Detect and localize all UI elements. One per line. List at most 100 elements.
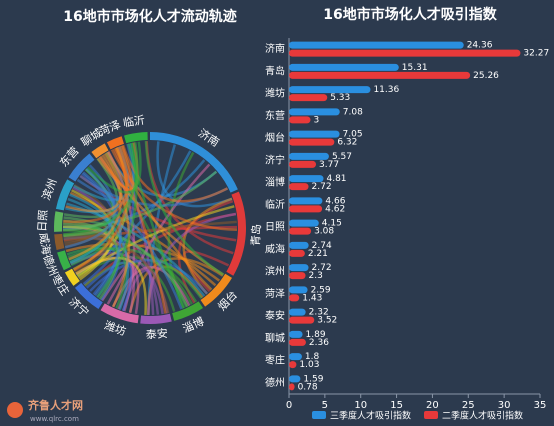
legend-swatch — [424, 411, 438, 419]
chord-arc — [57, 250, 71, 271]
y-tick-label: 德州 — [265, 376, 285, 389]
bar-title: 16地市市场化人才吸引指数 — [323, 6, 497, 23]
value-label: 3.77 — [319, 160, 339, 170]
logo-url: www.qlrc.com — [30, 415, 79, 423]
node-label: 泰安 — [145, 326, 168, 341]
value-label: 3.08 — [314, 227, 334, 237]
y-tick-label: 济南 — [265, 42, 285, 55]
chord-arc — [106, 136, 124, 150]
bar — [289, 94, 328, 102]
chord — [82, 171, 183, 310]
y-tick-label: 威海 — [265, 242, 285, 255]
y-tick-label: 枣庄 — [265, 354, 285, 367]
bar — [289, 86, 371, 94]
value-label: 4.62 — [325, 204, 345, 214]
bar — [289, 175, 324, 183]
value-label: 2.59 — [311, 285, 331, 295]
chord — [126, 143, 186, 309]
bar — [289, 160, 317, 168]
chord — [106, 145, 135, 190]
x-tick-label: 5 — [322, 400, 328, 411]
value-label: 15.31 — [402, 63, 428, 73]
chord — [63, 146, 129, 223]
bar — [289, 383, 295, 391]
x-tick-label: 10 — [354, 400, 367, 411]
bar — [289, 71, 471, 79]
chord — [147, 212, 237, 316]
chord — [69, 193, 112, 264]
value-label: 2.3 — [308, 271, 322, 281]
chord — [85, 167, 122, 297]
bar — [289, 308, 306, 316]
value-label: 1.43 — [302, 293, 322, 303]
value-label: 5.33 — [330, 93, 350, 103]
y-tick-label: 泰安 — [265, 309, 285, 322]
value-label: 3.52 — [317, 316, 337, 326]
bar — [289, 375, 301, 383]
legend-label: 三季度人才吸引指数 — [330, 410, 411, 422]
chord — [156, 141, 233, 208]
chord — [98, 145, 133, 191]
bar — [289, 272, 306, 280]
chord-arc — [124, 132, 148, 144]
y-tick-label: 济宁 — [265, 153, 285, 166]
bar — [289, 227, 312, 235]
chord-arc — [150, 132, 238, 193]
bar — [289, 49, 521, 57]
chord — [86, 141, 142, 194]
chord — [68, 153, 122, 261]
value-label: 1.89 — [306, 330, 326, 340]
chord-arc — [55, 179, 75, 211]
chord — [63, 219, 120, 300]
bar — [289, 152, 329, 160]
value-label: 7.05 — [343, 130, 363, 140]
chord — [66, 246, 128, 309]
bar — [289, 197, 323, 205]
chord — [96, 142, 138, 299]
bar — [289, 286, 308, 294]
chord — [67, 197, 129, 311]
chord — [182, 197, 233, 295]
value-label: 2.21 — [308, 249, 328, 259]
bar — [289, 353, 302, 361]
value-label: 1.59 — [303, 374, 323, 384]
chord-arc — [226, 191, 246, 276]
value-label: 2.72 — [312, 182, 332, 192]
bar — [289, 219, 319, 227]
chord — [73, 147, 128, 272]
value-label: 3 — [314, 115, 320, 125]
logo-icon — [7, 402, 23, 418]
y-tick-label: 潍坊 — [265, 87, 285, 100]
value-label: 5.57 — [332, 152, 352, 162]
chord — [65, 152, 123, 213]
chord-arc — [100, 303, 139, 324]
bar — [289, 116, 311, 124]
value-label: 1.03 — [299, 360, 319, 370]
value-label: 11.36 — [373, 85, 399, 95]
chord-arc — [68, 153, 95, 182]
node-label: 潍坊 — [103, 318, 128, 338]
chord-arc — [140, 313, 172, 325]
value-label: 2.36 — [309, 338, 329, 348]
bar — [289, 241, 309, 249]
node-label: 威海 — [37, 232, 54, 256]
chords — [62, 141, 238, 316]
value-label: 6.32 — [337, 138, 357, 148]
chord-arc — [200, 273, 233, 307]
chord — [89, 259, 208, 295]
x-tick-label: 35 — [534, 400, 547, 411]
value-label: 4.66 — [325, 196, 345, 206]
chord-arc — [53, 211, 64, 232]
bar — [289, 316, 315, 324]
value-label: 2.74 — [312, 241, 332, 251]
value-label: 2.72 — [312, 263, 332, 273]
y-tick-label: 临沂 — [265, 198, 285, 211]
chord — [75, 256, 147, 315]
bar — [289, 205, 323, 213]
bar — [289, 41, 464, 49]
y-tick-label: 日照 — [265, 221, 285, 233]
x-tick-label: 20 — [426, 400, 439, 411]
bar — [289, 249, 305, 257]
node-label: 临沂 — [122, 113, 146, 130]
